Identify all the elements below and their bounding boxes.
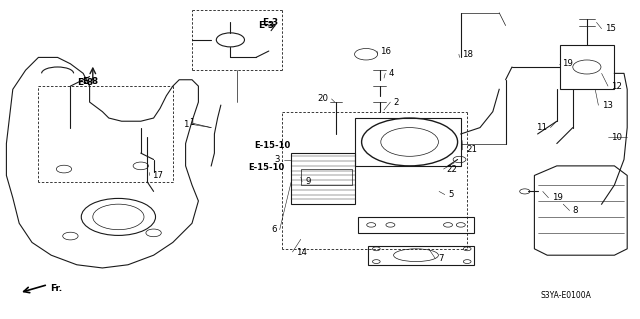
Text: 4: 4 <box>388 69 394 78</box>
Text: 16: 16 <box>380 47 391 56</box>
Text: 7: 7 <box>438 254 444 263</box>
Text: 13: 13 <box>602 101 612 110</box>
Text: 14: 14 <box>296 248 307 256</box>
Text: 18: 18 <box>462 50 473 59</box>
Text: 11: 11 <box>536 123 547 132</box>
Text: 20: 20 <box>317 94 328 103</box>
Text: E-8: E-8 <box>77 78 93 87</box>
Text: S3YA-E0100A: S3YA-E0100A <box>541 291 591 300</box>
Text: E-8: E-8 <box>82 77 98 86</box>
Text: 15: 15 <box>605 24 616 33</box>
Text: E-3: E-3 <box>258 21 274 30</box>
Text: 8: 8 <box>573 206 579 215</box>
Text: E-3: E-3 <box>262 18 278 27</box>
Text: 22: 22 <box>447 165 458 174</box>
Text: 9: 9 <box>305 177 310 186</box>
Text: E-15-10: E-15-10 <box>248 163 285 172</box>
Text: 21: 21 <box>466 145 477 154</box>
Text: 2: 2 <box>394 98 399 107</box>
Text: 17: 17 <box>152 171 163 180</box>
Text: 12: 12 <box>611 82 622 91</box>
Text: 19: 19 <box>562 59 573 68</box>
Text: 19: 19 <box>552 193 563 202</box>
Text: 1: 1 <box>183 120 189 129</box>
Text: 10: 10 <box>611 133 622 142</box>
Text: Fr.: Fr. <box>50 284 62 293</box>
Text: 5: 5 <box>448 190 454 199</box>
Text: 3: 3 <box>275 155 280 164</box>
Text: E-15-10: E-15-10 <box>255 141 291 150</box>
Text: 6: 6 <box>271 225 276 234</box>
Text: 1: 1 <box>189 118 194 127</box>
